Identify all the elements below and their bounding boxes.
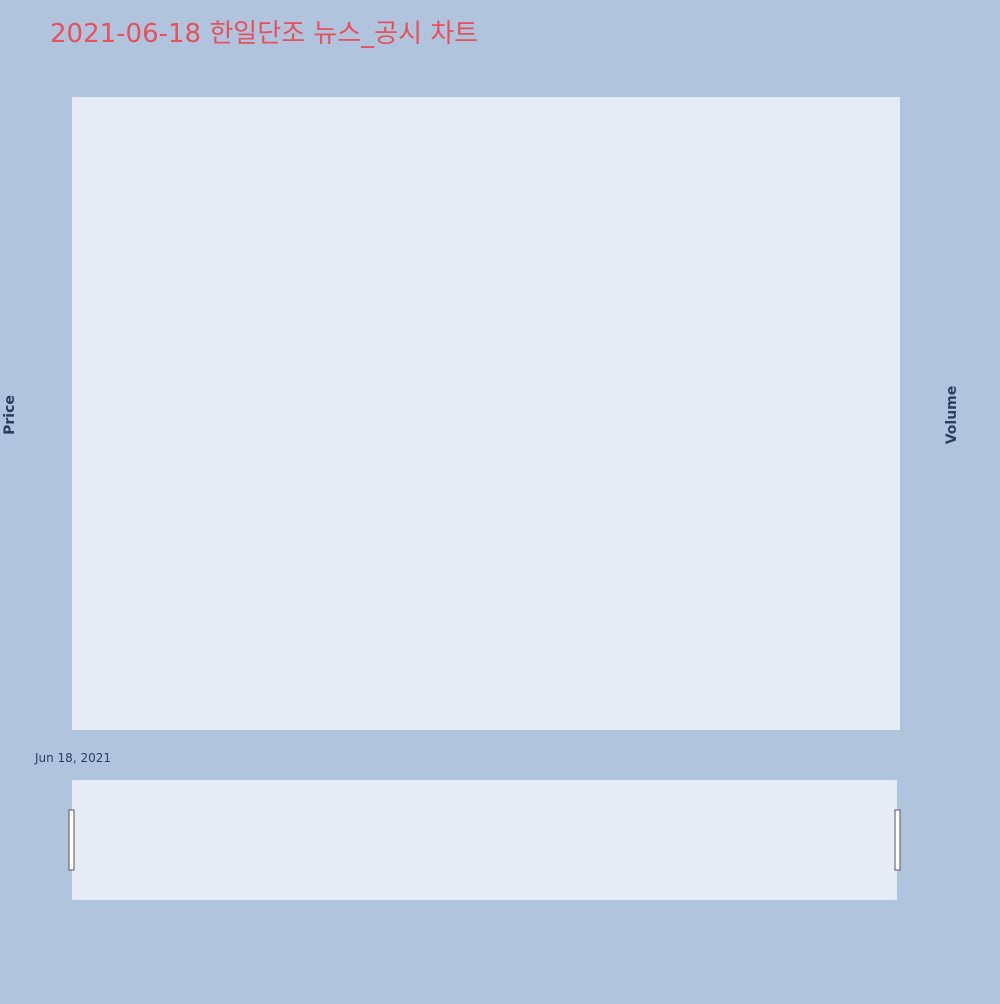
- y-axis-label: Price: [2, 395, 18, 435]
- plot-area: [72, 97, 900, 730]
- slider-handle[interactable]: [68, 809, 75, 871]
- chart-title: 2021-06-18 한일단조 뉴스_공시 차트: [50, 19, 478, 49]
- x-date-label: Jun 18, 2021: [34, 751, 111, 765]
- range-slider[interactable]: [72, 780, 897, 900]
- y2-axis-label: Volume: [944, 386, 960, 445]
- slider-handle[interactable]: [894, 809, 901, 871]
